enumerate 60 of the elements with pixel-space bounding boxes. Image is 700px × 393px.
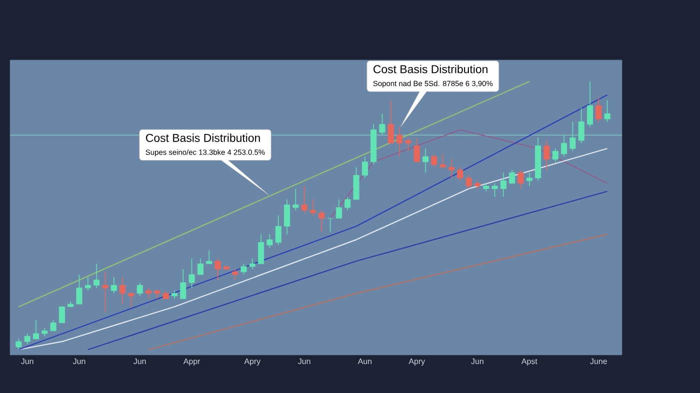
candlestick: [578, 108, 584, 144]
candlestick: [24, 333, 30, 345]
candlestick: [16, 338, 22, 350]
candlestick: [526, 172, 532, 186]
candlestick: [457, 166, 464, 182]
candlestick: [466, 174, 472, 190]
candlestick: [544, 140, 550, 170]
candlestick: [136, 282, 143, 296]
candlestick: [448, 158, 455, 178]
candlestick: [50, 320, 56, 332]
candlestick: [232, 268, 238, 280]
candlestick: [518, 170, 524, 190]
candlestick: [275, 215, 282, 246]
candlestick: [214, 258, 221, 280]
candlestick: [266, 234, 273, 248]
candlestick: [58, 306, 65, 324]
candlestick: [405, 137, 412, 152]
text: Cost Basis Distribution: [374, 64, 488, 74]
candlestick: [414, 137, 420, 162]
candlestick: [440, 153, 446, 168]
candlestick: [110, 276, 117, 294]
candlestick: [310, 199, 316, 216]
candlestick: [32, 320, 39, 340]
candlestick: [76, 274, 82, 304]
candlestick: [560, 134, 568, 157]
candlestick: [120, 276, 126, 304]
candlestick: [396, 126, 403, 157]
candlestick: [336, 199, 342, 219]
candlestick: [570, 121, 576, 152]
candlestick: [102, 271, 108, 312]
candlestick: [180, 268, 186, 300]
candlestick: [344, 196, 351, 211]
candlestick: [492, 182, 498, 198]
candlestick: [362, 156, 368, 178]
candlestick: [258, 234, 264, 264]
candlestick: [197, 258, 204, 275]
candlestick: [284, 199, 290, 235]
candlestick: [84, 276, 91, 292]
candlestick: [206, 250, 212, 264]
candlestick: [509, 170, 516, 184]
candlestick: [327, 218, 334, 232]
candlestick: [145, 288, 152, 300]
candlestick: [431, 153, 438, 168]
annotation: Cost Basis Distribution: [146, 134, 260, 142]
candlestick: [249, 258, 256, 270]
candlestick: [604, 100, 610, 122]
candlestick: [240, 263, 247, 275]
candlestick: [500, 172, 506, 198]
candlestick: [596, 97, 602, 122]
candlestick: [128, 292, 134, 308]
candlestick: [552, 148, 558, 162]
candlestick: [292, 188, 299, 211]
candlestick: [379, 113, 386, 136]
candlestick: [301, 186, 308, 214]
candlestick: [94, 263, 100, 288]
candlestick: [188, 258, 195, 288]
candlestick: [388, 100, 394, 144]
candlestick: [318, 210, 325, 232]
candlestick: [422, 148, 429, 174]
candlestick: [586, 81, 594, 128]
